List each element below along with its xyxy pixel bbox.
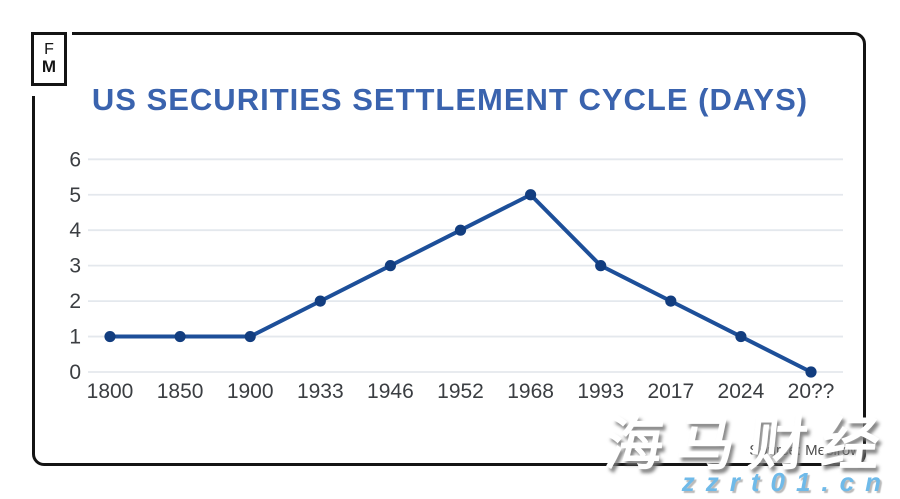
chart-title: US SECURITIES SETTLEMENT CYCLE (DAYS): [91, 82, 809, 117]
x-tick-label-1933: 1933: [297, 380, 344, 403]
y-tick-label-6: 6: [69, 148, 81, 171]
data-point-2017: [665, 295, 677, 307]
data-point-20??: [805, 366, 817, 378]
fm-logo-letter-f: F: [44, 40, 54, 58]
data-point-1933: [314, 295, 326, 307]
data-point-1968: [525, 189, 537, 201]
x-tick-label-2024: 2024: [718, 380, 765, 403]
data-point-2024: [735, 330, 747, 343]
y-tick-label-3: 3: [69, 255, 81, 278]
x-tick-label-20??: 20??: [788, 380, 835, 403]
y-tick-label-0: 0: [69, 361, 81, 384]
series-line: [108, 192, 813, 374]
y-tick-label-4: 4: [69, 219, 81, 242]
data-point-1850: [174, 330, 186, 343]
fm-logo-letter-m: M: [41, 57, 57, 77]
data-point-1952: [454, 224, 467, 236]
fm-logo: F M: [31, 32, 67, 86]
x-tick-label-1952: 1952: [437, 380, 484, 403]
y-tick-label-5: 5: [69, 184, 81, 207]
x-tick-label-1993: 1993: [577, 380, 624, 403]
watermark-url: zzrt01.cn: [681, 467, 892, 497]
x-tick-label-1968: 1968: [507, 380, 554, 403]
x-tick-label-2017: 2017: [647, 380, 694, 403]
chart-card: [32, 32, 866, 466]
x-tick-label-1946: 1946: [367, 380, 414, 403]
y-tick-label-2: 2: [69, 290, 81, 313]
x-tick-label-1900: 1900: [227, 380, 274, 403]
data-point-1993: [595, 260, 607, 272]
y-tick-label-1: 1: [69, 326, 81, 349]
data-point-1800: [104, 330, 116, 343]
data-point-1946: [384, 260, 396, 272]
x-tick-label-1800: 1800: [87, 380, 134, 403]
source-attribution: Source: Mesirow: [749, 442, 861, 459]
data-point-1900: [244, 330, 256, 343]
x-tick-label-1850: 1850: [157, 380, 204, 403]
